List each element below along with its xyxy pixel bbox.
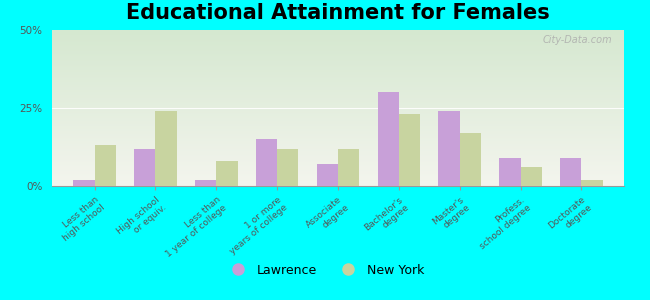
Bar — [378, 92, 399, 186]
Bar — [560, 158, 581, 186]
Bar — [581, 180, 603, 186]
Bar — [195, 180, 216, 186]
Bar — [277, 148, 298, 186]
Bar — [256, 139, 277, 186]
Bar — [134, 148, 155, 186]
Bar — [460, 133, 481, 186]
Bar — [155, 111, 177, 186]
Bar — [338, 148, 359, 186]
Bar — [521, 167, 542, 186]
Bar — [499, 158, 521, 186]
Bar — [399, 114, 420, 186]
Bar — [95, 146, 116, 186]
Bar — [317, 164, 338, 186]
Title: Educational Attainment for Females: Educational Attainment for Females — [126, 3, 550, 23]
Bar — [216, 161, 238, 186]
Bar — [73, 180, 95, 186]
Text: City-Data.com: City-Data.com — [543, 35, 612, 45]
Legend: Lawrence, New York: Lawrence, New York — [220, 259, 430, 282]
Bar — [438, 111, 460, 186]
